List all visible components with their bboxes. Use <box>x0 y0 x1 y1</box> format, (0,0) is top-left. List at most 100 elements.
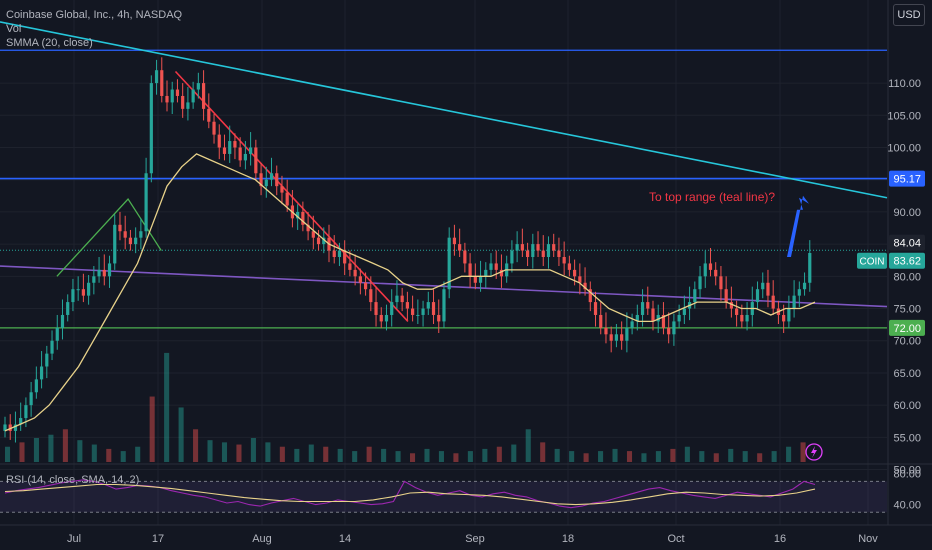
volume-bar <box>655 451 661 462</box>
candle-body <box>191 89 195 103</box>
price-axis: 50.0055.0060.0065.0070.0075.0080.0085.00… <box>857 0 925 525</box>
candle-body <box>76 289 80 291</box>
candle-body <box>593 302 598 315</box>
y-tick-label: 70.00 <box>893 336 921 348</box>
y-tick-label: 60.00 <box>893 400 921 412</box>
candle-body <box>201 83 206 109</box>
candle-body <box>442 289 446 322</box>
volume-bar <box>149 396 155 462</box>
candle-body <box>792 295 796 309</box>
candle-body <box>92 276 96 283</box>
candle-body <box>761 282 765 290</box>
candle-body <box>698 276 702 290</box>
candle-body <box>296 211 300 219</box>
candle-body <box>175 89 180 96</box>
volume-bar <box>742 451 748 462</box>
candle-body <box>249 147 253 154</box>
candle-body <box>458 244 462 251</box>
triangle-pattern <box>56 197 162 277</box>
rsi-tick-label: 40.00 <box>893 500 921 512</box>
candle-body <box>755 289 760 303</box>
currency-button[interactable]: USD <box>893 4 925 26</box>
volume-bar <box>135 446 141 462</box>
candle-body <box>154 70 159 84</box>
candle-body <box>316 237 321 245</box>
candle-body <box>97 269 101 277</box>
volume-bar <box>381 448 387 462</box>
volume-bar <box>598 451 604 462</box>
candle-body <box>280 186 284 193</box>
candle-body <box>562 257 566 264</box>
volume-bar <box>699 451 705 462</box>
candle-body <box>808 253 812 283</box>
candle-body <box>128 237 133 245</box>
volume-bar <box>91 444 97 462</box>
x-tick-label: 16 <box>774 533 786 545</box>
candle-body <box>196 83 200 90</box>
candle-body <box>614 334 619 341</box>
volume-bar <box>337 448 343 462</box>
candle-body <box>468 263 472 277</box>
candle-body <box>222 147 227 154</box>
candle-body <box>19 418 23 425</box>
volume-bar <box>120 451 126 462</box>
volume-bar <box>250 438 256 462</box>
candle-body <box>656 314 660 322</box>
rsi-sma-line <box>4 483 816 506</box>
candle-body <box>520 244 524 251</box>
candle-body <box>729 302 733 309</box>
candle-body <box>573 269 577 277</box>
candle-body <box>797 289 801 296</box>
candle-body <box>740 314 744 322</box>
candle-body <box>390 302 394 315</box>
candle-body <box>285 192 289 206</box>
candle-body <box>358 276 362 283</box>
volume-bar <box>713 453 719 462</box>
volume-bar <box>265 442 271 462</box>
candle-body <box>160 70 164 96</box>
volume-bar <box>395 451 401 462</box>
y-tick-label: 55.00 <box>893 432 921 444</box>
candle-body <box>144 173 148 232</box>
volume-bar <box>511 444 517 462</box>
volume-bar <box>33 438 39 462</box>
x-tick-label: Nov <box>858 533 878 545</box>
y-tick-label: 65.00 <box>893 368 921 380</box>
candle-body <box>55 327 59 341</box>
candle-body <box>139 231 143 238</box>
candle-body <box>405 302 409 309</box>
smma-line <box>4 153 816 432</box>
candle-body <box>651 308 655 322</box>
volume-bar <box>221 442 228 462</box>
candle-body <box>306 224 310 232</box>
candle-body <box>510 250 514 264</box>
candle-body <box>181 95 185 109</box>
candle-body <box>426 302 430 309</box>
candle-body <box>363 282 368 290</box>
candle-body <box>421 308 425 315</box>
price-tag-resistance: 95.17 <box>893 174 921 186</box>
candle-body <box>60 314 65 328</box>
candle-body <box>353 269 357 277</box>
candle-body <box>661 314 666 328</box>
candle-body <box>416 314 420 316</box>
x-tick-label: Oct <box>667 533 684 545</box>
candle-body <box>243 153 247 161</box>
symbol-tag: COIN <box>860 257 885 268</box>
y-tick-label: 50.00 <box>893 465 921 477</box>
volume-bar <box>323 446 329 462</box>
candle-body <box>682 308 686 315</box>
candle-body <box>87 282 91 296</box>
candle-body <box>322 237 326 245</box>
candle-body <box>473 276 477 283</box>
candle-body <box>588 289 592 303</box>
candle-body <box>259 173 263 187</box>
volume-bar <box>279 446 285 462</box>
candle-body <box>238 147 242 161</box>
candle-body <box>34 379 38 393</box>
candle-body <box>703 263 707 277</box>
price-tag-last: 83.62 <box>893 256 921 268</box>
candle-body <box>301 211 305 225</box>
volume-bar <box>583 453 589 462</box>
